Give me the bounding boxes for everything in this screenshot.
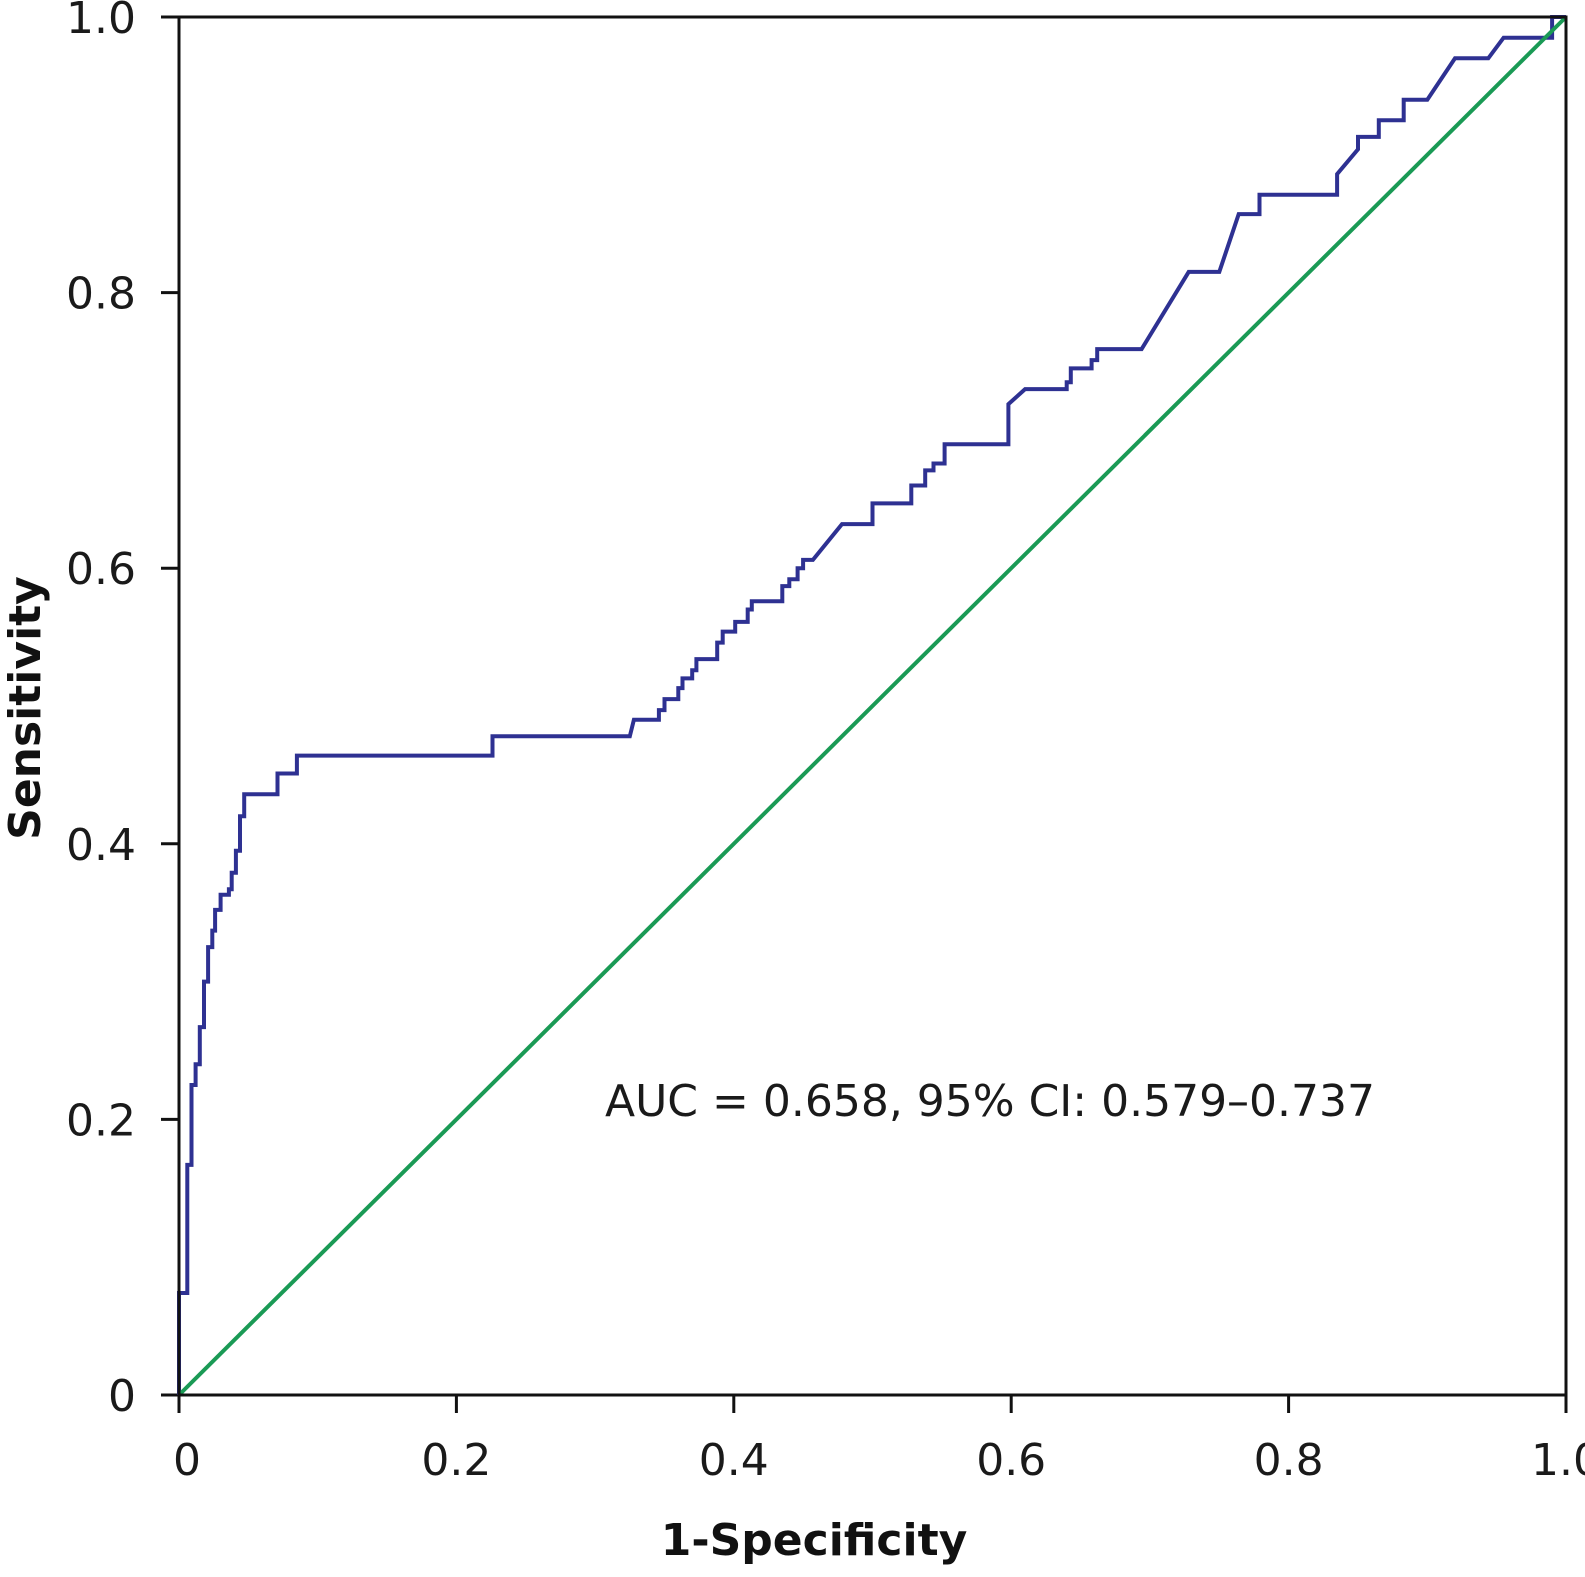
y-axis-title: Sensitivity xyxy=(0,576,51,840)
y-tick-label: 0.6 xyxy=(66,544,136,595)
reference-diagonal-line xyxy=(177,15,1568,1397)
x-tick-label: 0.8 xyxy=(1254,1435,1324,1486)
series-layer xyxy=(177,15,1568,1397)
x-tick-label: 0 xyxy=(173,1435,201,1486)
tick-labels: 0 0.2 0.4 0.6 0.8 1.0 0 0.2 0.4 0.6 0.8 1.0 xyxy=(66,0,1585,1486)
plot-area-frame xyxy=(177,15,1568,1397)
roc-curve-line xyxy=(177,15,1566,1395)
x-tick-label: 0.4 xyxy=(699,1435,769,1486)
y-tick-label: 1.0 xyxy=(66,0,136,44)
x-axis-title: 1-Specificity xyxy=(661,1515,968,1566)
auc-annotation: AUC = 0.658, 95% CI: 0.579–0.737 xyxy=(605,1076,1375,1127)
y-tick-label: 0 xyxy=(108,1371,136,1422)
x-tick-label: 1.0 xyxy=(1531,1435,1585,1486)
y-tick-label: 0.8 xyxy=(66,269,136,320)
x-tick-label: 0.2 xyxy=(421,1435,491,1486)
y-tick-label: 0.4 xyxy=(66,820,136,871)
tick-marks xyxy=(161,15,1568,1413)
y-tick-label: 0.2 xyxy=(66,1095,136,1146)
x-tick-label: 0.6 xyxy=(976,1435,1046,1486)
